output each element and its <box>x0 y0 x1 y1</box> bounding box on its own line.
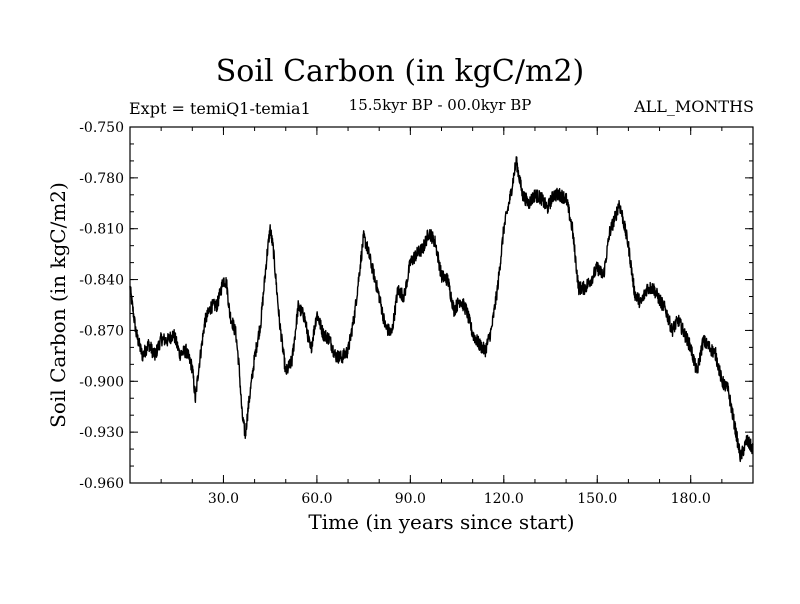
months-label: ALL_MONTHS <box>634 97 754 116</box>
y-tick-label: -0.930 <box>79 425 124 441</box>
chart-title: Soil Carbon (in kgC/m2) <box>215 54 585 89</box>
y-tick-label: -0.750 <box>79 120 124 136</box>
y-tick-label: -0.870 <box>79 323 124 339</box>
x-tick-label: 90.0 <box>395 491 426 507</box>
time-range-label: 15.5kyr BP - 00.0kyr BP <box>348 96 532 114</box>
y-tick-label: -0.840 <box>79 273 124 289</box>
x-tick-label: 60.0 <box>301 491 332 507</box>
y-tick-label: -0.810 <box>79 222 124 238</box>
y-tick-label: -0.960 <box>79 476 124 492</box>
x-tick-label: 120.0 <box>484 491 524 507</box>
x-tick-label: 30.0 <box>208 491 239 507</box>
y-tick-label: -0.900 <box>79 374 124 390</box>
x-tick-label: 150.0 <box>577 491 617 507</box>
x-axis-title: Time (in years since start) <box>308 510 575 534</box>
experiment-label: Expt = temiQ1-temia1 <box>129 99 311 118</box>
y-axis-title: Soil Carbon (in kgC/m2) <box>46 182 70 428</box>
series-line <box>129 156 754 463</box>
x-tick-label: 180.0 <box>671 491 711 507</box>
y-tick-label: -0.780 <box>79 171 124 187</box>
